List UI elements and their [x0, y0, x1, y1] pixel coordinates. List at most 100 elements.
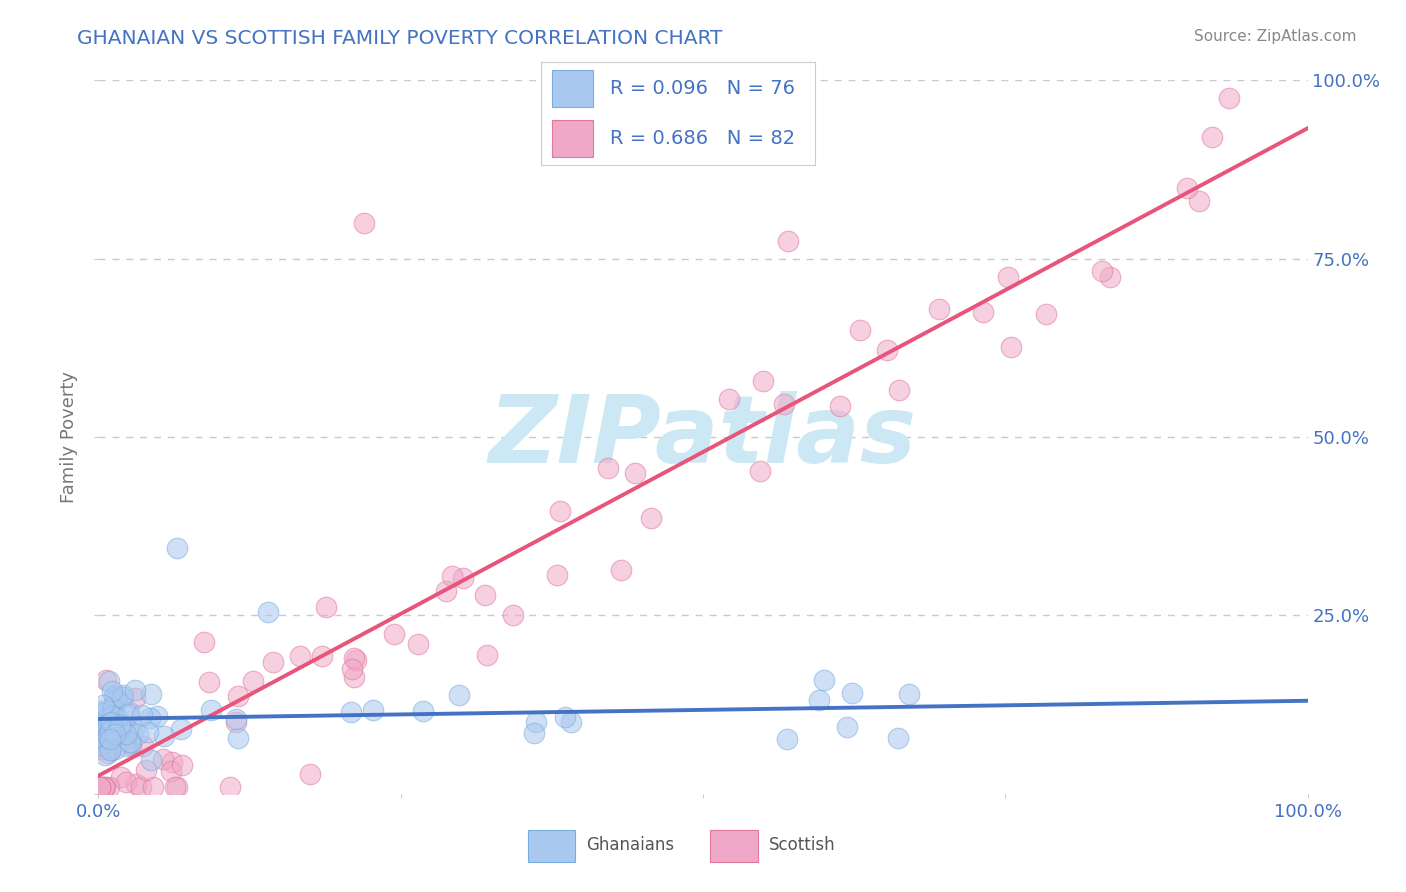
Point: [889, 383, 911, 397]
Point: [98, 731, 121, 746]
Point: [97, 730, 120, 744]
Point: [89, 724, 111, 739]
Point: [120, 736, 142, 750]
Point: [98, 724, 121, 739]
Point: [89, 738, 111, 752]
Text: R = 0.096   N = 76: R = 0.096 N = 76: [610, 78, 794, 97]
Point: [554, 710, 576, 724]
Point: [145, 708, 167, 723]
Point: [849, 323, 872, 337]
Point: [127, 727, 149, 741]
Point: [897, 687, 920, 701]
Point: [91, 698, 114, 712]
Point: [115, 775, 138, 789]
Point: [117, 706, 139, 721]
Point: [1188, 194, 1211, 208]
Point: [262, 656, 284, 670]
Point: [502, 607, 524, 622]
Point: [110, 718, 132, 732]
Point: [560, 715, 582, 730]
Point: [100, 714, 122, 729]
Point: [876, 343, 898, 357]
Point: [170, 758, 193, 772]
Text: Source: ZipAtlas.com: Source: ZipAtlas.com: [1194, 29, 1357, 44]
Point: [997, 269, 1019, 284]
Point: [1218, 91, 1240, 105]
Point: [163, 780, 186, 794]
Point: [97, 746, 120, 760]
Point: [89, 738, 111, 752]
Point: [440, 569, 463, 583]
Point: [89, 780, 111, 794]
Point: [1035, 307, 1057, 321]
Point: [131, 707, 153, 722]
Point: [89, 704, 111, 718]
Point: [813, 673, 835, 687]
Text: ZIPatlas: ZIPatlas: [489, 391, 917, 483]
Point: [101, 720, 124, 734]
Point: [340, 662, 363, 676]
Point: [776, 732, 799, 747]
Point: [406, 637, 429, 651]
Point: [219, 780, 242, 794]
Text: R = 0.686   N = 82: R = 0.686 N = 82: [610, 128, 794, 148]
Point: [523, 726, 546, 740]
Point: [242, 673, 264, 688]
Point: [89, 780, 111, 794]
Point: [89, 742, 111, 756]
Point: [97, 715, 120, 730]
Point: [451, 571, 474, 585]
Point: [120, 735, 142, 749]
Point: [94, 723, 117, 737]
Point: [96, 731, 118, 745]
Point: [776, 234, 799, 248]
Point: [94, 716, 117, 731]
Point: [94, 747, 117, 762]
Point: [89, 780, 111, 794]
Point: [170, 723, 193, 737]
Point: [361, 702, 384, 716]
Point: [97, 673, 120, 688]
Point: [103, 690, 125, 704]
Point: [640, 511, 662, 525]
Point: [887, 731, 910, 745]
Point: [139, 687, 162, 701]
Point: [94, 780, 117, 794]
Point: [773, 397, 796, 411]
Point: [108, 725, 131, 739]
Point: [98, 743, 121, 757]
Point: [928, 301, 950, 316]
FancyBboxPatch shape: [527, 830, 575, 863]
Point: [808, 693, 831, 707]
Point: [225, 712, 247, 726]
Point: [112, 688, 135, 702]
Point: [477, 648, 499, 662]
Point: [93, 780, 115, 794]
Point: [343, 670, 366, 684]
Point: [1000, 340, 1022, 354]
Point: [474, 588, 496, 602]
Point: [610, 564, 633, 578]
Point: [93, 732, 115, 747]
Point: [97, 712, 120, 726]
Point: [139, 753, 162, 767]
Point: [139, 711, 162, 725]
Point: [89, 727, 111, 741]
Text: Ghanaians: Ghanaians: [586, 836, 673, 855]
Point: [111, 690, 134, 704]
Point: [972, 304, 994, 318]
Point: [104, 692, 127, 706]
Point: [103, 727, 125, 741]
Point: [434, 583, 457, 598]
Point: [1177, 181, 1199, 195]
Point: [524, 714, 547, 729]
Point: [152, 729, 174, 743]
Point: [124, 691, 146, 706]
Point: [160, 756, 183, 770]
Point: [1099, 270, 1122, 285]
Point: [104, 742, 127, 756]
Point: [122, 722, 145, 736]
FancyBboxPatch shape: [553, 120, 593, 157]
Point: [225, 714, 247, 729]
Point: [340, 705, 363, 719]
